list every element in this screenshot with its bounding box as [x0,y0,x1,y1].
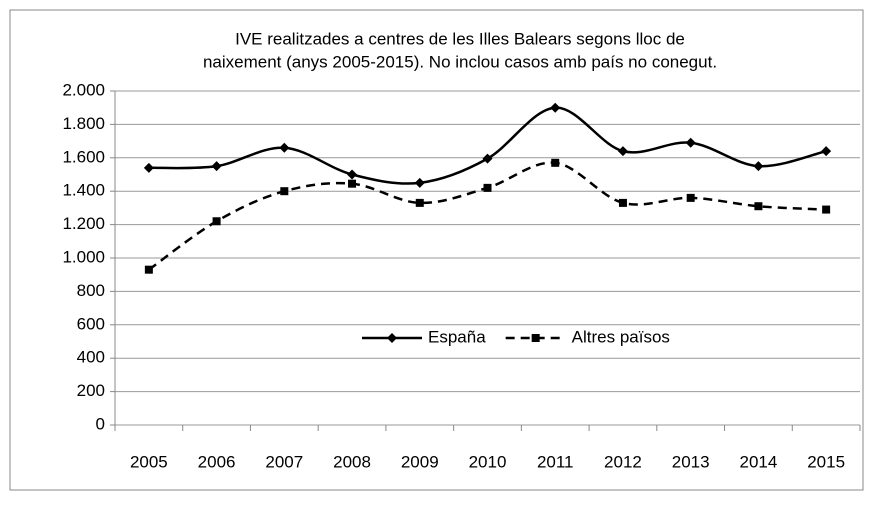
y-tick-label: 0 [96,414,105,433]
marker [143,162,154,173]
marker [348,179,357,188]
legend-label: España [428,327,486,346]
chart-title: naixement (anys 2005-2015). No inclou ca… [203,52,717,71]
y-tick-label: 400 [77,348,105,367]
marker [415,198,424,207]
y-tick-label: 600 [77,314,105,333]
y-tick-label: 1.000 [62,247,105,266]
x-tick-label: 2008 [333,452,371,471]
marker [617,146,628,157]
marker [550,102,561,113]
y-tick-label: 200 [77,381,105,400]
x-tick-label: 2012 [604,452,642,471]
marker [551,158,560,167]
marker [618,198,627,207]
marker [212,217,221,226]
legend-label: Altres països [572,327,670,346]
marker [483,183,492,192]
x-tick-label: 2005 [130,452,168,471]
x-tick-label: 2009 [401,452,439,471]
y-tick-label: 2.000 [62,80,105,99]
y-tick-label: 800 [77,281,105,300]
x-tick-label: 2007 [265,452,303,471]
marker [686,193,695,202]
marker [754,202,763,211]
marker [144,265,153,274]
y-tick-label: 1.400 [62,181,105,200]
x-tick-label: 2006 [198,452,236,471]
x-tick-label: 2011 [537,452,574,471]
marker [753,161,764,172]
x-tick-label: 2014 [739,452,777,471]
x-tick-label: 2013 [672,452,710,471]
marker [482,153,493,164]
marker [387,333,397,343]
marker [347,169,358,180]
y-tick-label: 1.800 [62,114,105,133]
y-tick-label: 1.600 [62,147,105,166]
x-tick-label: 2010 [469,452,507,471]
marker [414,177,425,188]
x-tick-label: 2015 [807,452,845,471]
chart-border [9,9,864,491]
marker [280,187,289,196]
marker [685,137,696,148]
marker [822,205,831,214]
marker [821,146,832,157]
marker [531,334,540,342]
marker [211,161,222,172]
y-tick-label: 1.200 [62,214,105,233]
marker [279,142,290,153]
chart-title: IVE realitzades a centres de les Illes B… [235,29,685,48]
